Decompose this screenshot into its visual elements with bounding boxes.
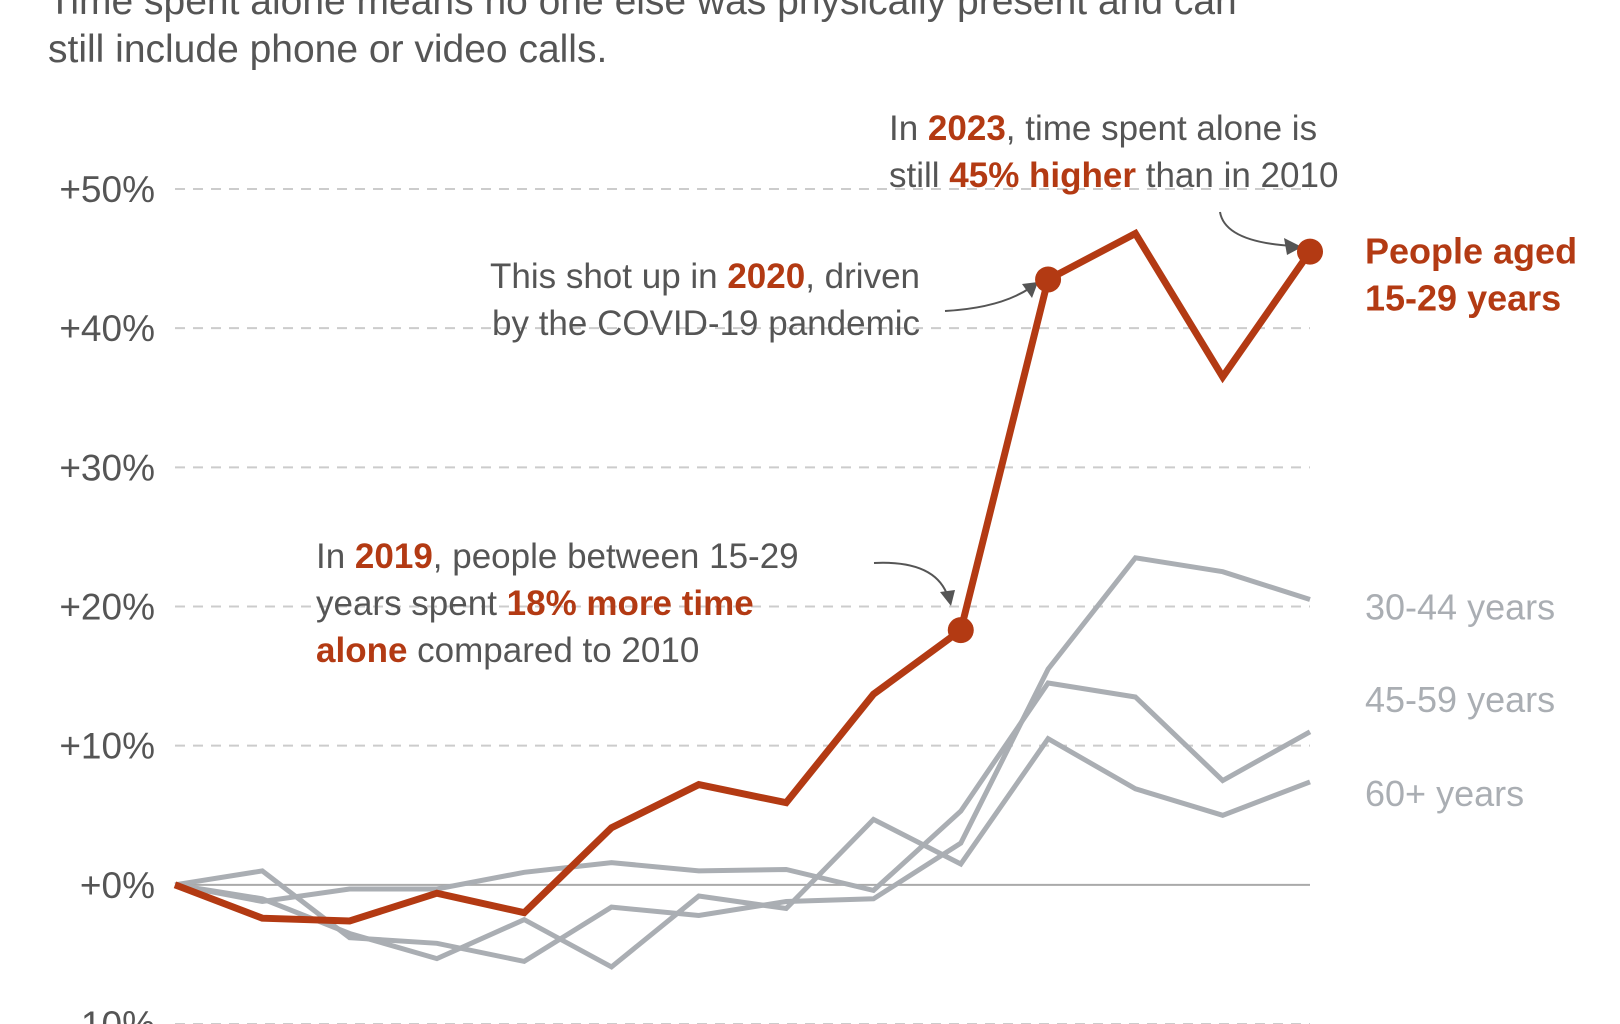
gridlines: [175, 188, 1310, 1024]
arrowhead-2020-icon: [1022, 282, 1038, 298]
series-label: People aged 15-29 years: [1365, 231, 1577, 319]
series-label: 60+ years: [1365, 773, 1524, 814]
y-tick-label: -10%: [69, 1004, 155, 1024]
highlight-markers: [947, 238, 1323, 644]
series-label: 45-59 years: [1365, 679, 1555, 720]
series-labels: 30-44 years 45-59 years 60+ years People ag…: [1365, 231, 1577, 814]
series-line: [173, 228, 1313, 925]
annotation-2019: In 2019, people between 15-29 years spen…: [316, 537, 799, 670]
annotation-arrows: [873, 211, 1302, 606]
data-point-marker: [947, 617, 974, 644]
y-tick-label: +50%: [59, 169, 155, 210]
y-tick-label: +0%: [80, 865, 155, 906]
data-point-marker: [1297, 238, 1323, 265]
series-line: [174, 735, 1311, 970]
y-tick-label: +10%: [59, 726, 155, 767]
y-axis-tick-labels: +50% +40% +30% +20% +10% +0% -10%: [59, 169, 155, 1024]
series-label: 30-44 years: [1365, 587, 1555, 628]
arrow-2019: [873, 561, 949, 598]
y-tick-label: +30%: [59, 447, 155, 488]
annotation-2023-year: 2023: [927, 109, 1006, 148]
arrow-2023: [1219, 211, 1294, 247]
series-lines: [173, 228, 1313, 970]
arrowhead-2019-icon: [940, 590, 955, 606]
y-tick-label: +20%: [59, 587, 155, 628]
annotation-2019-year: 2019: [354, 537, 433, 576]
subtitle-line-1: Time spent alone means no one else was p…: [48, 0, 1237, 23]
chart-subtitle: Time spent alone means no one else was p…: [48, 0, 1548, 74]
y-tick-label: +40%: [59, 308, 155, 349]
annotation-2023: In 2023, time spent alone is still 45% h…: [889, 109, 1339, 195]
series-line: [174, 680, 1312, 905]
annotation-2023-value: 45% higher: [949, 156, 1137, 195]
annotation-2020: This shot up in 2020, driven by the COVI…: [490, 257, 920, 343]
arrow-2020: [944, 287, 1031, 312]
subtitle-line-2: still include phone or video calls.: [48, 28, 608, 71]
annotation-2020-year: 2020: [727, 257, 806, 296]
arrowhead-2023-icon: [1284, 238, 1302, 255]
annotation-2019-value: 18% more time: [506, 584, 754, 623]
data-point-marker: [1035, 266, 1062, 293]
